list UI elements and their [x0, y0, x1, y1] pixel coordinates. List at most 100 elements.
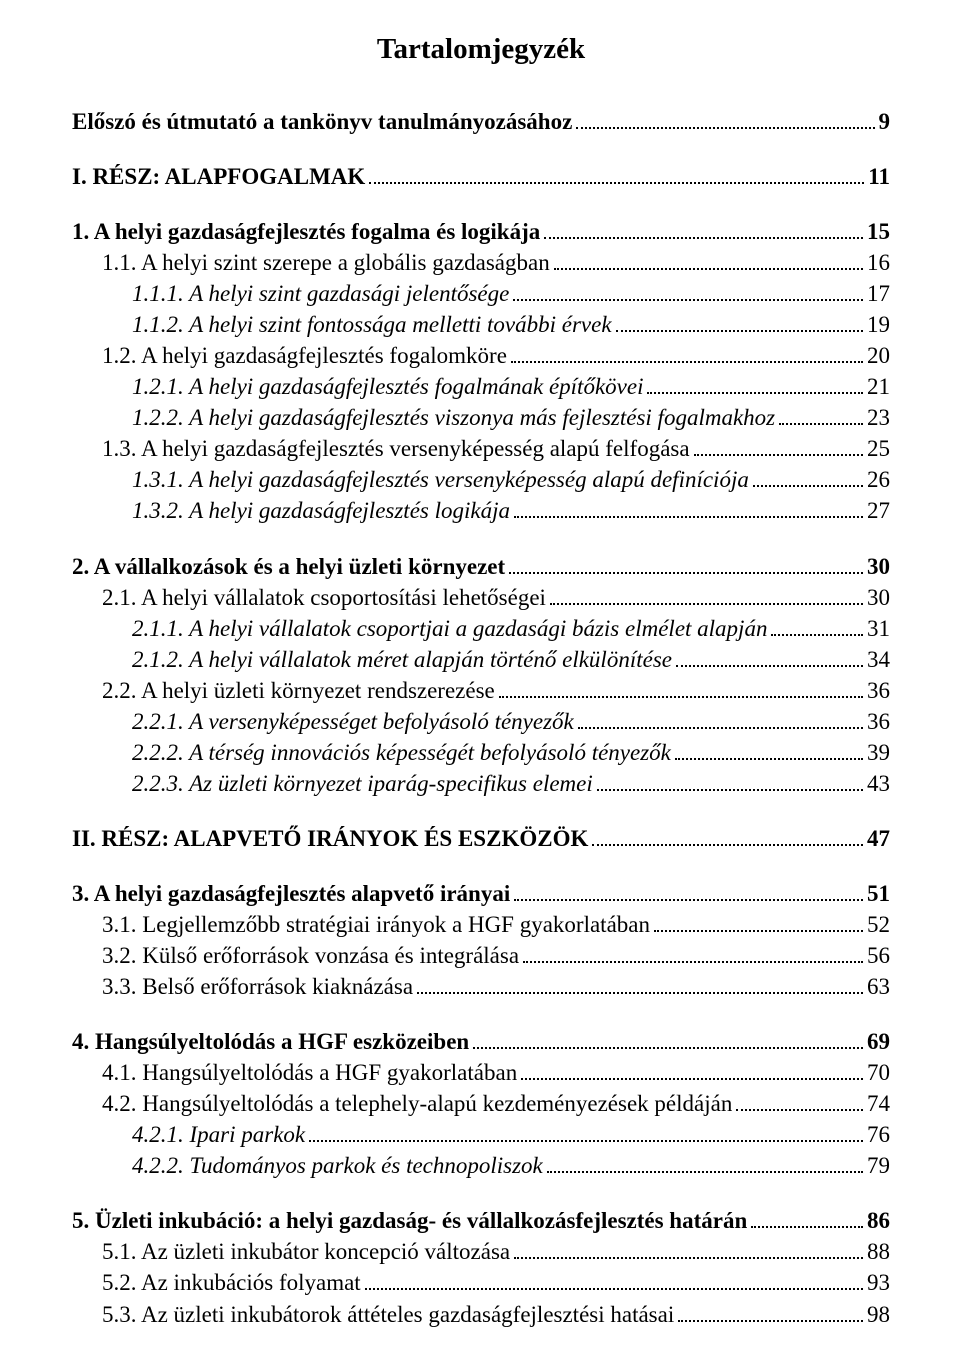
toc-entry-page: 86	[867, 1206, 890, 1236]
toc-entry-page: 74	[867, 1089, 890, 1119]
toc-entry: 5.3. Az üzleti inkubátorok áttételes gaz…	[72, 1299, 890, 1330]
toc-leader-dots	[523, 940, 863, 963]
toc-entry: 1.3.2. A helyi gazdaságfejlesztés logiká…	[72, 496, 890, 527]
toc-entry: 2.2.3. Az üzleti környezet iparág-specif…	[72, 768, 890, 799]
toc-entry-text: 5. Üzleti inkubáció: a helyi gazdaság- é…	[72, 1206, 747, 1236]
toc-entry: I. RÉSZ: ALAPFOGALMAK11	[72, 161, 890, 192]
toc-entry: 4.2.2. Tudományos parkok és technopolisz…	[72, 1151, 890, 1182]
toc-leader-dots	[753, 465, 863, 488]
toc-entry-page: 51	[867, 879, 890, 909]
toc-entry-text: 5.3. Az üzleti inkubátorok áttételes gaz…	[102, 1300, 674, 1330]
toc-entry: 3. A helyi gazdaságfejlesztés alapvető i…	[72, 878, 890, 909]
toc-entry-page: 88	[867, 1237, 890, 1267]
toc-entry-text: 5.1. Az üzleti inkubátor koncepció válto…	[102, 1237, 510, 1267]
toc-leader-dots	[544, 216, 863, 239]
toc-leader-dots	[417, 971, 863, 994]
toc-entry-page: 15	[867, 217, 890, 247]
toc-entry-page: 47	[867, 824, 890, 854]
toc-entry-text: 2.1.2. A helyi vállalatok méret alapján …	[132, 645, 672, 675]
toc-leader-dots	[473, 1026, 863, 1049]
toc-leader-dots	[513, 278, 863, 301]
toc-entry-page: 27	[867, 496, 890, 526]
toc-entry-text: 5.2. Az inkubációs folyamat	[102, 1268, 361, 1298]
toc-entry: 1.2.1. A helyi gazdaságfejlesztés fogalm…	[72, 372, 890, 403]
toc-leader-dots	[779, 403, 863, 426]
toc-entry-text: II. RÉSZ: ALAPVETŐ IRÁNYOK ÉS ESZKÖZÖK	[72, 824, 588, 854]
toc-entry-page: 76	[867, 1120, 890, 1150]
toc-entry-text: 2.2. A helyi üzleti környezet rendszerez…	[102, 676, 495, 706]
toc-entry: 3.3. Belső erőforrások kiaknázása 63	[72, 971, 890, 1002]
toc-entry-page: 21	[867, 372, 890, 402]
toc-leader-dots	[694, 434, 863, 457]
toc-entry-page: 30	[867, 583, 890, 613]
toc-leader-dots	[654, 909, 863, 932]
toc-entry: 2.1.1. A helyi vállalatok csoportjai a g…	[72, 613, 890, 644]
toc-leader-dots	[751, 1206, 863, 1229]
toc-entry: 5.1. Az üzleti inkubátor koncepció válto…	[72, 1237, 890, 1268]
toc-entry: 4.1. Hangsúlyeltolódás a HGF gyakorlatáb…	[72, 1057, 890, 1088]
toc-entry-text: 4.1. Hangsúlyeltolódás a HGF gyakorlatáb…	[102, 1058, 517, 1088]
toc-leader-dots	[511, 341, 863, 364]
toc-leader-dots	[576, 106, 874, 129]
toc-entry-page: 43	[867, 769, 890, 799]
toc-entry: 1.2.2. A helyi gazdaságfejlesztés viszon…	[72, 403, 890, 434]
toc-entry-text: 2.1. A helyi vállalatok csoportosítási l…	[102, 583, 546, 613]
toc-leader-dots	[678, 1299, 863, 1322]
toc-entry-text: 2.2.2. A térség innovációs képességét be…	[132, 738, 671, 768]
toc-entry-text: 4.2.1. Ipari parkok	[132, 1120, 305, 1150]
toc-leader-dots	[365, 1268, 863, 1291]
toc-entry-page: 36	[867, 676, 890, 706]
toc-entry-page: 30	[867, 552, 890, 582]
toc-entry-page: 56	[867, 941, 890, 971]
toc-entry-text: 1.1.2. A helyi szint fontossága melletti…	[132, 310, 612, 340]
toc-entry-page: 20	[867, 341, 890, 371]
toc-entry: 4.2. Hangsúlyeltolódás a telephely-alapú…	[72, 1089, 890, 1120]
toc-entry-page: 19	[867, 310, 890, 340]
toc-entry: II. RÉSZ: ALAPVETŐ IRÁNYOK ÉS ESZKÖZÖK 47	[72, 823, 890, 854]
toc-entry-text: I. RÉSZ: ALAPFOGALMAK	[72, 162, 365, 192]
toc-entry-text: 1.2.1. A helyi gazdaságfejlesztés fogalm…	[132, 372, 643, 402]
toc-list: Előszó és útmutató a tankönyv tanulmányo…	[72, 106, 890, 1330]
toc-leader-dots	[499, 675, 863, 698]
toc-entry: 1.1.1. A helyi szint gazdasági jelentősé…	[72, 278, 890, 309]
toc-leader-dots	[514, 878, 863, 901]
toc-entry: 2.2.1. A versenyképességet befolyásoló t…	[72, 706, 890, 737]
toc-leader-dots	[597, 768, 863, 791]
toc-entry-text: 4. Hangsúlyeltolódás a HGF eszközeiben	[72, 1027, 469, 1057]
toc-entry: 5. Üzleti inkubáció: a helyi gazdaság- é…	[72, 1206, 890, 1237]
toc-leader-dots	[676, 644, 863, 667]
toc-entry-page: 17	[867, 279, 890, 309]
toc-leader-dots	[592, 823, 863, 846]
toc-entry-text: 2. A vállalkozások és a helyi üzleti kör…	[72, 552, 505, 582]
toc-entry-text: 1.3.2. A helyi gazdaságfejlesztés logiká…	[132, 496, 510, 526]
toc-entry-text: 4.2. Hangsúlyeltolódás a telephely-alapú…	[102, 1089, 732, 1119]
toc-entry-page: 23	[867, 403, 890, 433]
toc-entry-page: 25	[867, 434, 890, 464]
toc-entry-page: 9	[879, 107, 891, 137]
toc-entry-text: 2.1.1. A helyi vállalatok csoportjai a g…	[132, 614, 767, 644]
toc-entry: 2.2.2. A térség innovációs képességét be…	[72, 737, 890, 768]
toc-entry-text: Előszó és útmutató a tankönyv tanulmányo…	[72, 107, 572, 137]
toc-entry-text: 3.2. Külső erőforrások vonzása és integr…	[102, 941, 519, 971]
toc-entry-text: 3. A helyi gazdaságfejlesztés alapvető i…	[72, 879, 510, 909]
toc-leader-dots	[554, 247, 863, 270]
toc-entry-text: 1.3.1. A helyi gazdaságfejlesztés versen…	[132, 465, 749, 495]
toc-entry-text: 1.3. A helyi gazdaságfejlesztés versenyk…	[102, 434, 690, 464]
toc-entry: 4.2.1. Ipari parkok 76	[72, 1120, 890, 1151]
toc-entry: 1.3.1. A helyi gazdaságfejlesztés versen…	[72, 465, 890, 496]
toc-entry-page: 69	[867, 1027, 890, 1057]
toc-leader-dots	[736, 1089, 863, 1112]
toc-entry: Előszó és útmutató a tankönyv tanulmányo…	[72, 106, 890, 137]
toc-leader-dots	[550, 582, 863, 605]
toc-entry-page: 31	[867, 614, 890, 644]
toc-entry: 1. A helyi gazdaságfejlesztés fogalma és…	[72, 216, 890, 247]
toc-entry: 1.1. A helyi szint szerepe a globális ga…	[72, 247, 890, 278]
toc-entry-page: 63	[867, 972, 890, 1002]
toc-entry-text: 2.2.3. Az üzleti környezet iparág-specif…	[132, 769, 593, 799]
toc-entry-text: 3.3. Belső erőforrások kiaknázása	[102, 972, 413, 1002]
toc-leader-dots	[616, 310, 863, 333]
toc-entry-text: 1.2.2. A helyi gazdaságfejlesztés viszon…	[132, 403, 775, 433]
toc-leader-dots	[369, 161, 864, 184]
toc-entry-text: 2.2.1. A versenyképességet befolyásoló t…	[132, 707, 574, 737]
toc-leader-dots	[514, 496, 863, 519]
